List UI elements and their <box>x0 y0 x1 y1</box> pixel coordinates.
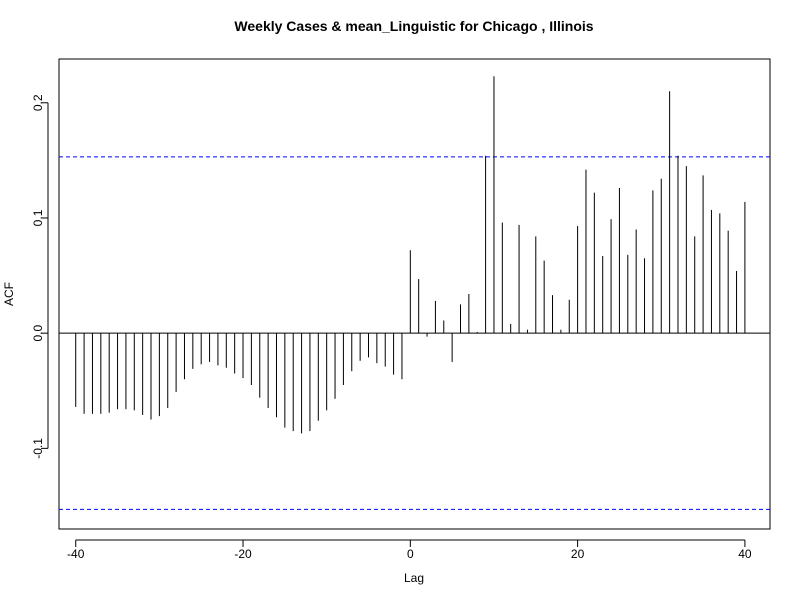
x-tick-label: 0 <box>407 547 414 561</box>
y-tick-label: -0.1 <box>31 438 45 459</box>
chart-title: Weekly Cases & mean_Linguistic for Chica… <box>234 18 593 34</box>
x-tick-label: -40 <box>67 547 85 561</box>
x-tick-label: 20 <box>571 547 585 561</box>
y-tick-label: 0.2 <box>31 94 45 111</box>
y-tick-label: 0.0 <box>31 325 45 342</box>
plot-area: -40 -20 0 20 40 -0.1 0.0 0.1 0.2 <box>31 58 771 561</box>
y-tick-label: 0.1 <box>31 209 45 226</box>
x-tick-label: 40 <box>738 547 752 561</box>
plot-frame <box>58 58 771 530</box>
y-axis-label: ACF <box>2 282 16 306</box>
x-axis-label: Lag <box>404 571 424 585</box>
x-tick-label: -20 <box>234 547 252 561</box>
